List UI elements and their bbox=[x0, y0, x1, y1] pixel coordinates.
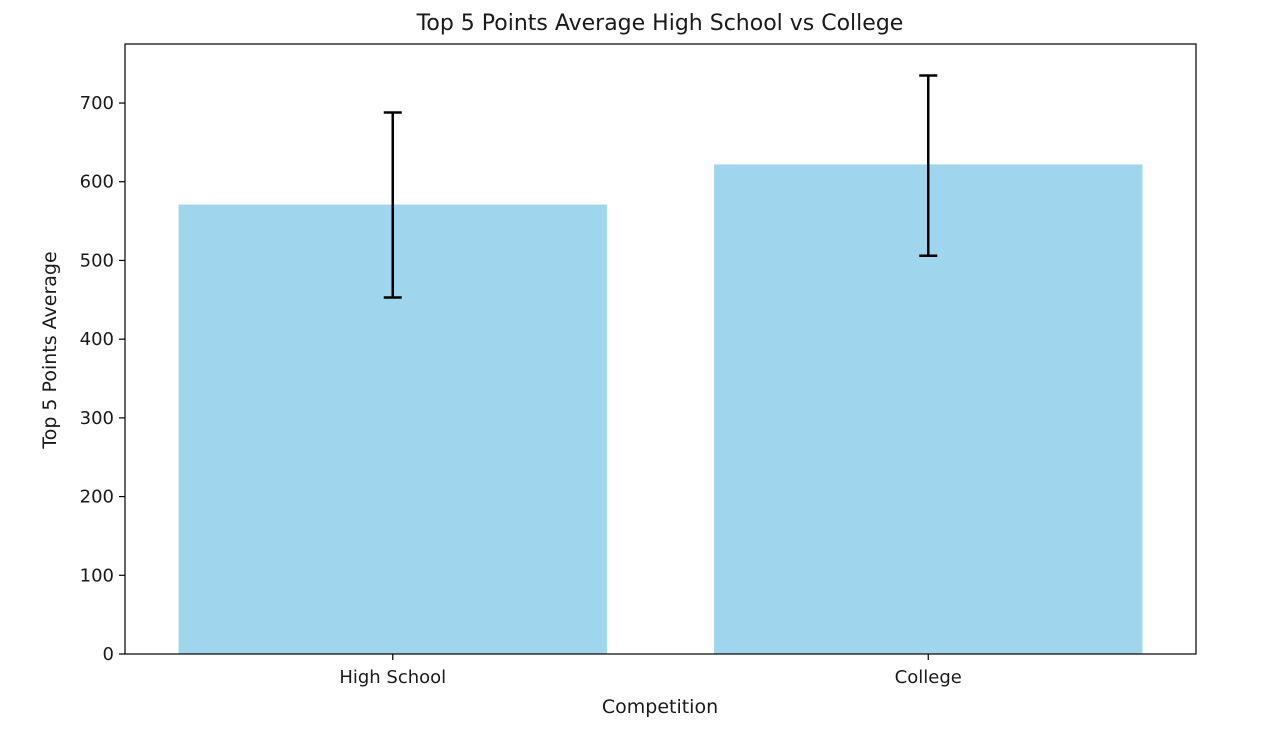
y-tick-label: 200 bbox=[80, 487, 114, 508]
y-tick-label: 700 bbox=[80, 93, 114, 114]
x-tick-label: College bbox=[895, 667, 962, 688]
y-tick-label: 400 bbox=[80, 329, 114, 350]
y-axis-label: Top 5 Points Average bbox=[39, 251, 61, 449]
chart-title: Top 5 Points Average High School vs Coll… bbox=[416, 11, 904, 36]
y-tick-label: 100 bbox=[80, 565, 114, 586]
y-tick-label: 300 bbox=[80, 408, 114, 429]
y-tick-label: 500 bbox=[80, 250, 114, 271]
y-tick-label: 600 bbox=[80, 172, 114, 193]
x-axis-label: Competition bbox=[602, 696, 718, 718]
y-tick-label: 0 bbox=[103, 644, 114, 665]
plot-frame bbox=[124, 43, 1197, 655]
x-tick-label: High School bbox=[339, 667, 446, 688]
plot-area: High School College 0 100 200 300 400 500 600 700 bbox=[80, 43, 1197, 688]
